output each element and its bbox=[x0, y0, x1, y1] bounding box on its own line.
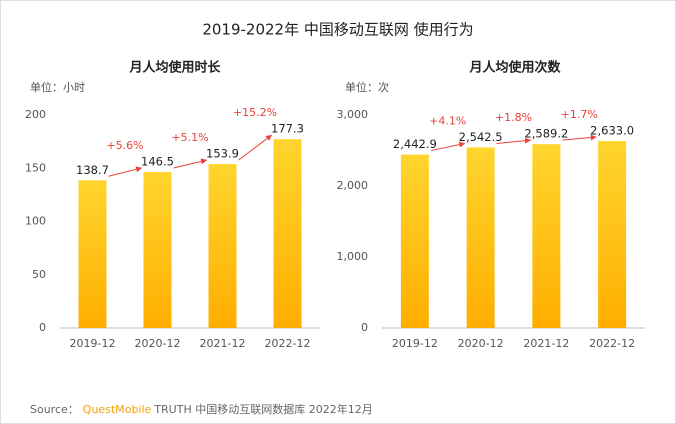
y-tick-label: 2,000 bbox=[337, 179, 369, 192]
bar bbox=[400, 154, 429, 328]
page-title: 2019-2022年 中国移动互联网 使用行为 bbox=[202, 21, 473, 39]
value-label: 138.7 bbox=[76, 163, 109, 177]
growth-label: +15.2% bbox=[233, 106, 277, 119]
x-tick-label: 2022-12 bbox=[265, 337, 311, 350]
bar bbox=[273, 139, 302, 328]
y-tick-label: 150 bbox=[25, 161, 46, 174]
y-tick-label: 0 bbox=[39, 321, 46, 334]
y-tick-label: 100 bbox=[25, 215, 46, 228]
growth-arrow bbox=[108, 166, 143, 177]
unit-label: 单位：小时 bbox=[30, 80, 85, 94]
chart-title: 月人均使用次数 bbox=[468, 60, 561, 76]
growth-label: +1.7% bbox=[561, 108, 598, 121]
y-tick-label: 0 bbox=[361, 321, 368, 334]
value-label: 2,589.2 bbox=[524, 127, 568, 141]
source-label: Source： bbox=[30, 403, 79, 416]
bar bbox=[598, 141, 627, 328]
growth-arrow bbox=[238, 134, 272, 161]
bar bbox=[466, 147, 495, 328]
bar bbox=[532, 144, 561, 328]
x-tick-label: 2021-12 bbox=[200, 337, 246, 350]
x-tick-label: 2022-12 bbox=[589, 337, 635, 350]
value-label: 2,442.9 bbox=[393, 137, 437, 151]
growth-arrow bbox=[430, 141, 466, 152]
x-tick-label: 2019-12 bbox=[70, 337, 116, 350]
growth-arrow bbox=[562, 134, 597, 141]
bar bbox=[143, 171, 172, 328]
growth-arrow bbox=[496, 137, 531, 144]
source-brand: QuestMobile bbox=[83, 403, 152, 416]
y-tick-label: 200 bbox=[25, 108, 46, 121]
value-label: 177.3 bbox=[271, 122, 304, 136]
x-tick-label: 2021-12 bbox=[523, 337, 569, 350]
growth-label: +5.1% bbox=[171, 131, 208, 144]
unit-label: 单位：次 bbox=[345, 80, 389, 94]
growth-arrow bbox=[173, 158, 208, 169]
value-label: 2,633.0 bbox=[590, 124, 634, 138]
x-tick-label: 2020-12 bbox=[458, 337, 504, 350]
y-tick-label: 3,000 bbox=[337, 108, 369, 121]
growth-label: +1.8% bbox=[495, 111, 532, 124]
bar bbox=[78, 180, 107, 328]
value-label: 146.5 bbox=[141, 154, 174, 168]
y-tick-label: 1,000 bbox=[337, 250, 369, 263]
source-text: TRUTH 中国移动互联网数据库 2022年12月 bbox=[153, 402, 372, 416]
chart-title: 月人均使用时长 bbox=[128, 60, 221, 76]
source: Source： QuestMobile TRUTH 中国移动互联网数据库 2022年… bbox=[30, 402, 373, 416]
growth-label: +5.6% bbox=[106, 139, 143, 152]
x-tick-label: 2020-12 bbox=[135, 337, 181, 350]
y-tick-label: 50 bbox=[32, 268, 46, 281]
value-label: 153.9 bbox=[206, 147, 239, 161]
growth-label: +4.1% bbox=[429, 114, 466, 127]
value-label: 2,542.5 bbox=[459, 130, 503, 144]
bar bbox=[208, 164, 237, 328]
x-tick-label: 2019-12 bbox=[392, 337, 438, 350]
